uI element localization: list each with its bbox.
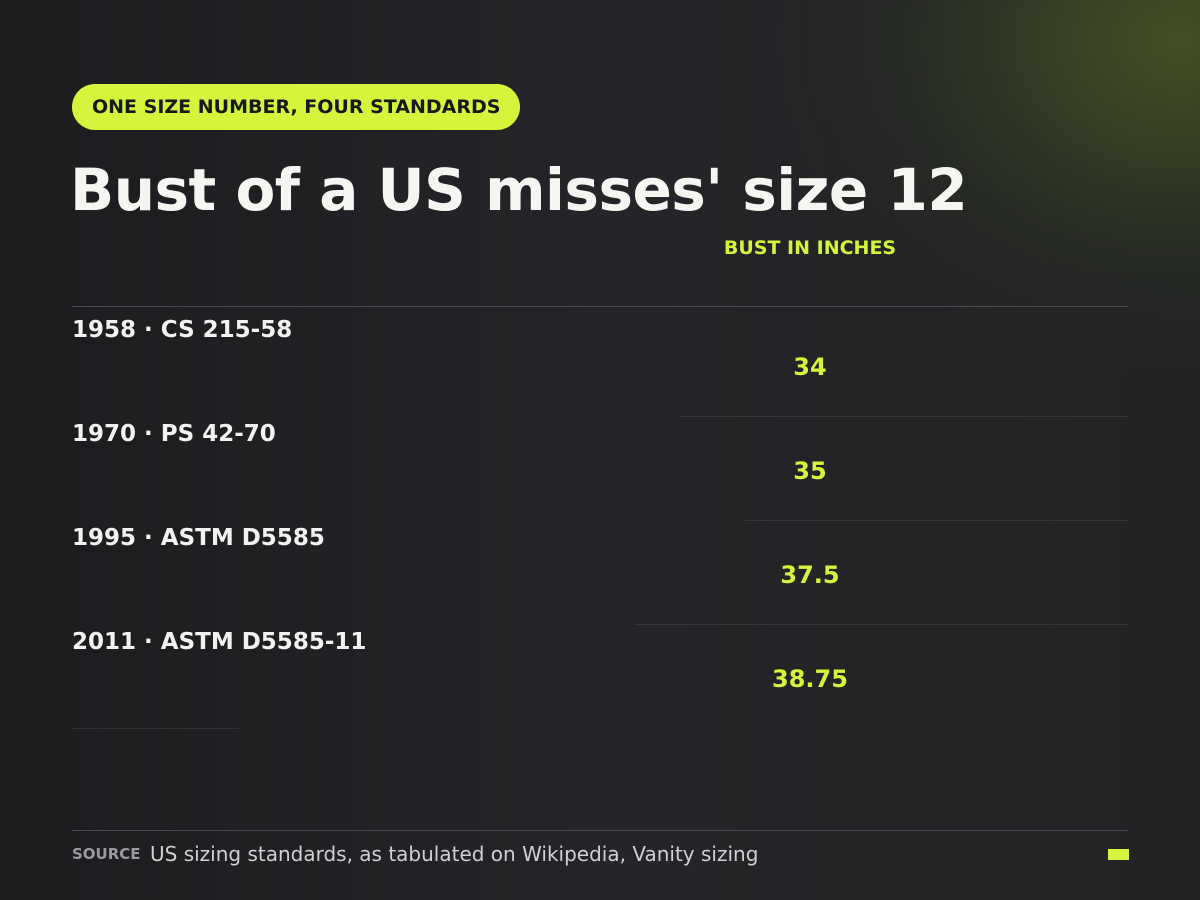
row-separator <box>680 416 1128 417</box>
source-label: SOURCE <box>72 845 141 863</box>
source-text: US sizing standards, as tabulated on Wik… <box>150 842 759 866</box>
row-label: 1958 · CS 215-58 <box>72 317 293 343</box>
header-rule <box>72 306 1128 307</box>
row-value: 34 <box>793 353 827 381</box>
row-separator <box>635 624 1128 625</box>
row-value: 38.75 <box>772 665 848 693</box>
row-label: 1970 · PS 42-70 <box>72 421 276 447</box>
row-separator <box>72 728 240 729</box>
row-label: 2011 · ASTM D5585-11 <box>72 629 367 655</box>
footer-rule <box>72 830 1128 831</box>
row-separator <box>745 520 1128 521</box>
brand-marker <box>1108 849 1129 860</box>
row-value: 35 <box>793 457 827 485</box>
column-header: BUST IN INCHES <box>723 237 897 259</box>
row-label: 1995 · ASTM D5585 <box>72 525 325 551</box>
row-value: 37.5 <box>780 561 840 589</box>
badge: ONE SIZE NUMBER, FOUR STANDARDS <box>72 84 521 130</box>
title: Bust of a US misses' size 12 <box>70 156 968 224</box>
